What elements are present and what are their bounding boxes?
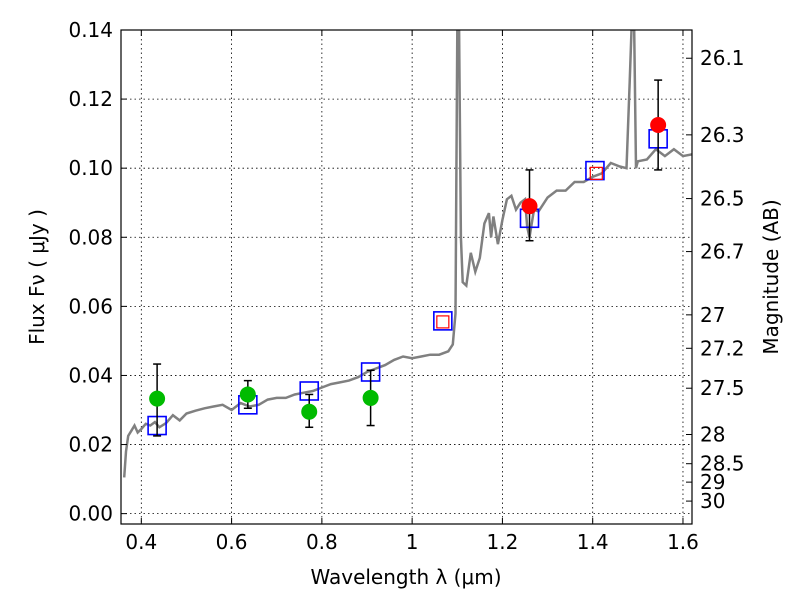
right-tick-label: 28.5: [700, 452, 745, 476]
y-tick-label: 0.14: [68, 18, 113, 42]
y-tick-label: 0.12: [68, 87, 113, 111]
red-point: [521, 198, 538, 215]
x-tick-label: 0.8: [306, 530, 338, 554]
y-tick-label: 0.10: [68, 156, 113, 180]
x-tick-label: 1: [406, 530, 419, 554]
right-tick-label: 27: [700, 303, 725, 327]
right-tick-label: 26.5: [700, 187, 745, 211]
green-point: [301, 403, 318, 420]
x-tick-label: 0.6: [216, 530, 248, 554]
green-point: [362, 389, 379, 406]
photometry-markers: [147, 79, 668, 437]
right-tick-label: 26.1: [700, 46, 745, 70]
right-axis-title: Magnitude (AB): [759, 199, 783, 354]
model-spectrum: [122, 30, 692, 478]
right-tick-label: 27.2: [700, 336, 745, 360]
right-tick-label: 26.3: [700, 123, 745, 147]
x-axis-title: Wavelength λ (μm): [310, 565, 501, 589]
right-tick-label: 30: [700, 489, 725, 513]
right-tick-label: 29: [700, 470, 725, 494]
right-tick-label: 27.5: [700, 376, 745, 400]
small-red-square-marker: [589, 166, 603, 180]
right-tick-label: 26.7: [700, 240, 745, 264]
x-tick-label: 1.4: [577, 530, 609, 554]
y-tick-label: 0.00: [68, 502, 113, 526]
plot-frame: [120, 29, 693, 525]
x-tick-label: 1.6: [667, 530, 699, 554]
y-tick-label: 0.02: [68, 433, 113, 457]
model-square-marker: [433, 311, 453, 331]
y-tick-label: 0.04: [68, 363, 113, 387]
y-axis-title: Flux Fν ( μJy ): [25, 209, 49, 345]
red-point: [650, 117, 667, 133]
model-spectrum-line: [122, 30, 692, 478]
y-tick-label: 0.08: [68, 225, 113, 249]
x-tick-label: 1.2: [487, 530, 519, 554]
grid-lines: [121, 29, 692, 524]
small-red-square-marker: [436, 315, 450, 329]
right-tick-label: 28: [700, 422, 725, 446]
axis-ticks: 0.4 0.6 0.8 1 1.2 1.4 1.6 0.00 0.02 0.04 0.06 0.08 0…: [68, 18, 744, 554]
green-point: [149, 390, 166, 407]
green-point: [239, 386, 256, 403]
y-tick-label: 0.06: [68, 294, 113, 318]
x-tick-label: 0.4: [125, 530, 157, 554]
